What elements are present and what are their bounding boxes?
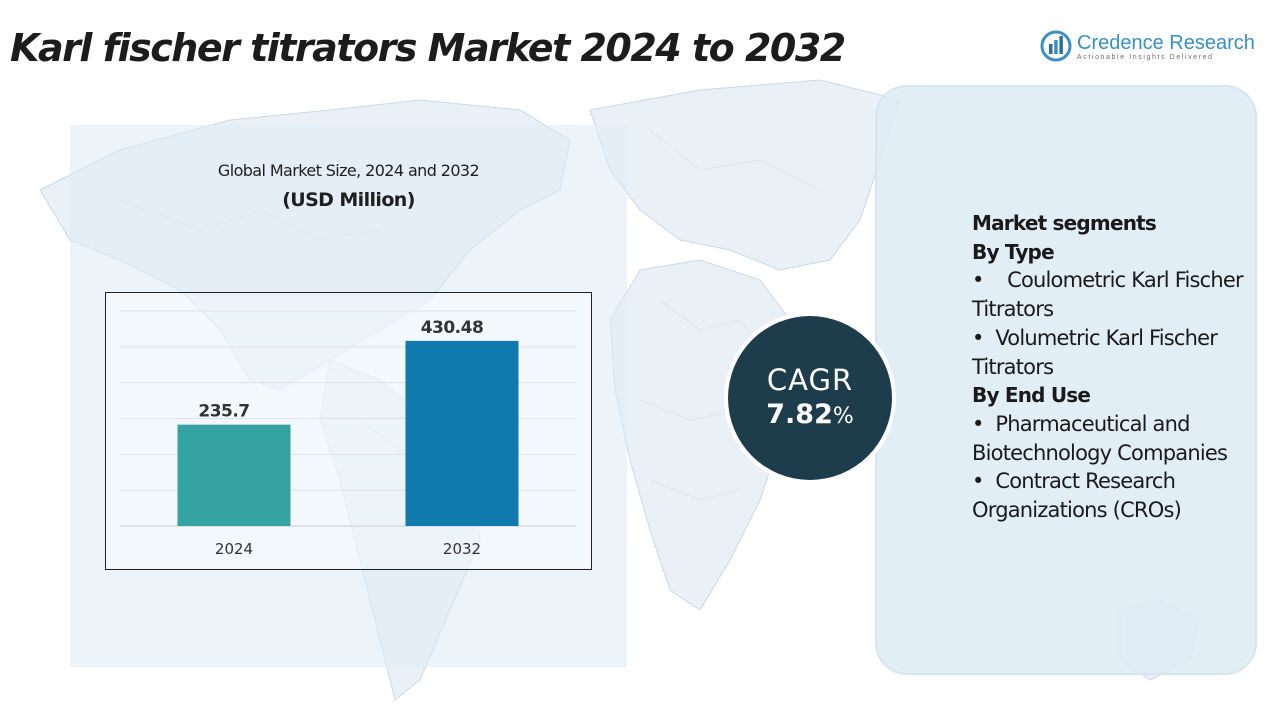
page-title: Karl fischer titrators Market 2024 to 20… (10, 26, 846, 70)
segment-item-label: Coulometric Karl Fischer Titrators (972, 268, 1244, 322)
segment-item-label: Volumetric Karl Fischer Titrators (972, 325, 1218, 379)
segments-panel: Market segments By Type • Coulometric Ka… (875, 85, 1257, 675)
credence-research-logo[interactable]: Credence Research Actionable Insights De… (1040, 30, 1255, 62)
segment-item-coulometric: • Coulometric Karl Fischer Titrators (972, 268, 1244, 322)
logo-name: Credence Research (1077, 31, 1255, 54)
plot-area: 235.7 2024 430.48 2032 (105, 292, 592, 570)
logo-tagline: Actionable Insights Delivered (1077, 53, 1214, 61)
cagr-circle: CAGR 7.82% (728, 316, 892, 480)
segment-item-volumetric: • Volumetric Karl Fischer Titrators (972, 325, 1218, 379)
chart-title: Global Market Size, 2024 and 2032 (217, 161, 480, 180)
segment-group-type-title: By Type (972, 239, 1055, 264)
segment-item-cro: • Contract Research Organizations (CROs) (972, 469, 1182, 523)
chart-unit: (USD Million) (282, 189, 415, 211)
segment-item-label: Contract Research Organizations (CROs) (972, 469, 1182, 523)
segment-item-label: Pharmaceutical and Biotechnology Compani… (972, 411, 1228, 465)
cagr-label: CAGR (766, 363, 854, 397)
segments-list: Market segments By Type • Coulometric Ka… (972, 209, 1247, 525)
x-tick-label-2024: 2024 (215, 540, 253, 558)
segments-heading: Market segments (972, 211, 1157, 235)
chart-panel: Global Market Size, 2024 and 2032 (USD M… (70, 125, 627, 667)
segment-group-end-use-title: By End Use (972, 383, 1091, 408)
cagr-value: 7.82% (766, 398, 854, 434)
cagr-badge: CAGR 7.82% (690, 283, 900, 523)
data-label-2024: 235.7 (198, 402, 249, 422)
segment-item-pharma: • Pharmaceutical and Biotechnology Compa… (972, 411, 1228, 465)
logo-mark-icon (1040, 30, 1072, 62)
cagr-number: 7.82 (766, 399, 833, 430)
bar-2024 (177, 424, 291, 526)
cagr-percent-sign: % (832, 404, 854, 429)
data-label-2032: 430.48 (421, 318, 484, 338)
bar-2032 (405, 340, 519, 526)
bar-chart: 235.7 2024 430.48 2032 (120, 310, 576, 558)
x-tick-label-2032: 2032 (443, 540, 481, 558)
